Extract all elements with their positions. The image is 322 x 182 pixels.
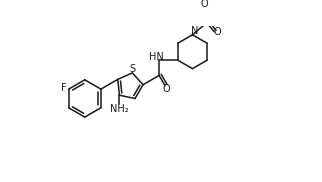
Text: O: O [200, 0, 208, 9]
Text: O: O [163, 84, 171, 94]
Text: NH₂: NH₂ [110, 104, 129, 114]
Text: S: S [129, 64, 135, 74]
Text: F: F [61, 83, 66, 93]
Text: N: N [191, 26, 199, 36]
Text: O: O [214, 27, 222, 37]
Text: HN: HN [149, 52, 164, 62]
